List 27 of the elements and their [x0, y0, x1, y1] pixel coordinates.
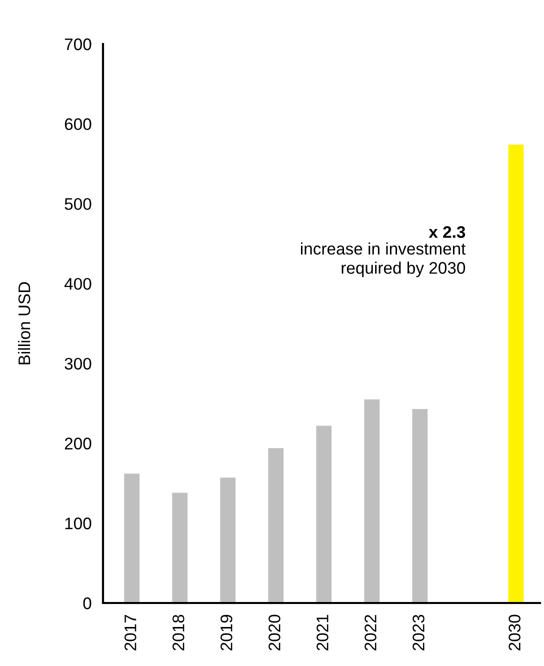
x-tick-label: 2020	[268, 614, 280, 650]
bar	[220, 478, 236, 603]
annotation: x 2.3	[428, 226, 466, 238]
x-tick-label: 2017	[124, 614, 136, 650]
y-tick-label: 500	[64, 198, 92, 210]
x-tick-label: 2018	[172, 614, 184, 650]
annotation: increase in investment required by 2030	[301, 242, 466, 278]
bar	[412, 408, 428, 603]
bar	[124, 474, 140, 603]
x-tick-label: 2023	[412, 614, 424, 650]
y-axis-title: Billion USD	[18, 282, 30, 364]
y-tick-label: 100	[65, 518, 92, 530]
y-tick-label: 0	[83, 597, 92, 610]
y-tick-label: 700	[64, 38, 92, 50]
bar	[172, 492, 188, 603]
x-tick-label: 2022	[364, 614, 376, 650]
y-tick-label: 300	[64, 358, 92, 370]
bar	[316, 426, 332, 603]
x-tick-label: 2021	[316, 614, 328, 650]
y-tick-label: 600	[64, 118, 92, 130]
y-tick-label: 200	[64, 438, 92, 450]
bar	[268, 448, 284, 603]
bar	[364, 399, 380, 603]
y-tick-label: 400	[64, 278, 92, 290]
bar	[508, 144, 524, 603]
x-tick-label: 2030	[508, 614, 520, 650]
x-tick-label: 2019	[220, 614, 232, 650]
